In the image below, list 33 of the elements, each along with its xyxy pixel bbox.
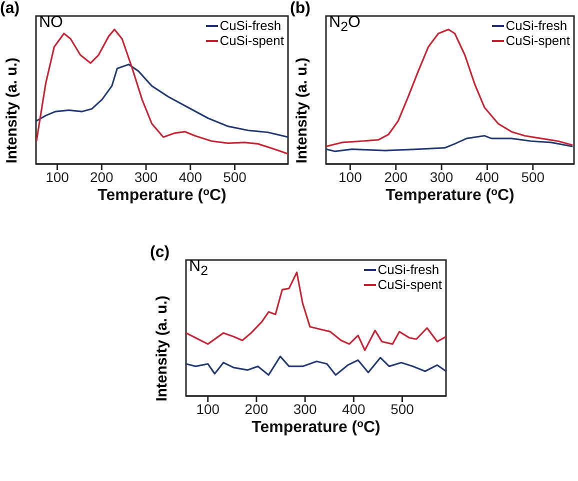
x-axis-title: Temperature ($^{o}$C) [98,186,226,204]
x-tick-label: 100 [46,168,70,185]
chart-title: (c) [150,244,170,262]
x-tick-label: 200 [244,400,268,417]
x-tick-label: 400 [476,168,500,185]
x-tick-label: 300 [134,168,158,185]
x-tick-label: 300 [430,168,454,185]
annotation: N$_{2}$O [329,14,360,34]
x-tick-label: 400 [178,168,202,185]
chart-title: (b) [290,0,310,18]
y-axis-title: Intensity (a. u.) [154,295,170,401]
x-tick-label: 500 [223,168,247,185]
legend-label: CuSi-fresh [378,262,440,277]
x-tick-label: 200 [384,168,408,185]
x-axis-title: Temperature ($^{o}$C) [252,418,380,436]
legend-label: CuSi-fresh [220,18,282,33]
y-axis-title: Intensity (a. u.) [294,57,310,163]
x-tick-label: 400 [342,400,366,417]
x-tick-label: 500 [521,168,545,185]
legend-label: CuSi-spent [220,33,284,48]
x-tick-label: 100 [196,400,220,417]
legend-label: CuSi-fresh [506,18,568,33]
x-tick-label: 200 [90,168,114,185]
x-tick-label: 300 [293,400,317,417]
annotation: N$_{2}$ [189,258,208,278]
x-tick-label: 500 [390,400,414,417]
annotation: NO [39,14,63,32]
x-axis-title: Temperature ($^{o}$C) [386,186,514,204]
x-tick-label: 100 [338,168,362,185]
chart-title: (a) [0,0,20,18]
y-axis-title: Intensity (a. u.) [4,57,20,163]
legend-label: CuSi-spent [378,277,442,292]
legend-label: CuSi-spent [506,33,570,48]
